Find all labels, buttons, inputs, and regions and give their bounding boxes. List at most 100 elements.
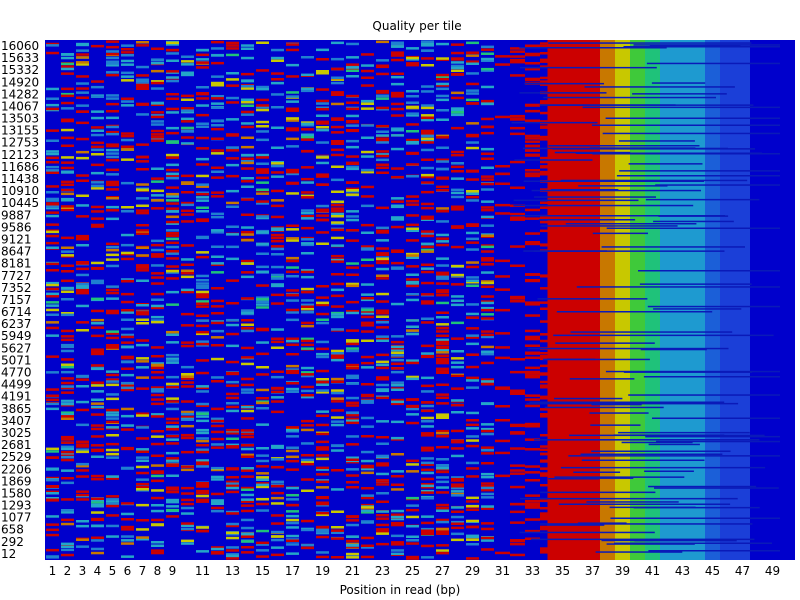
heatmap-cell <box>256 555 269 558</box>
heatmap-cell <box>181 209 194 213</box>
heatmap-cell <box>181 365 194 369</box>
heatmap-cell <box>91 390 104 393</box>
heatmap-cell <box>256 465 269 468</box>
heatmap-cell <box>211 443 224 446</box>
heatmap-cell <box>301 442 314 445</box>
heatmap-cell <box>136 143 149 146</box>
heatmap-cell <box>256 215 269 218</box>
heatmap-cell <box>376 326 389 329</box>
heatmap-cell <box>61 345 74 349</box>
heatmap-cell <box>106 94 119 97</box>
heatmap-cell <box>436 84 449 87</box>
heatmap-cell <box>361 546 374 549</box>
heatmap-cell <box>316 378 329 381</box>
heatmap-cell <box>510 50 525 53</box>
heatmap-cell <box>271 496 284 500</box>
heatmap-cell <box>331 423 344 427</box>
heatmap-cell <box>241 447 254 451</box>
heatmap-cell <box>376 130 389 133</box>
heatmap-cell <box>421 293 434 296</box>
heatmap-cell <box>391 483 404 486</box>
heatmap-cell <box>106 380 119 383</box>
heatmap-cell <box>286 308 299 312</box>
heatmap-cell <box>166 172 179 176</box>
heatmap-cell <box>391 515 404 519</box>
heatmap-cell <box>331 91 344 94</box>
heatmap-cell <box>451 126 464 130</box>
heatmap-cell <box>241 122 254 125</box>
heatmap-cell <box>166 52 179 55</box>
heatmap-cell <box>436 240 449 243</box>
heatmap-cell <box>76 261 89 264</box>
heatmap-cell <box>166 407 179 411</box>
heatmap-cell <box>525 465 540 468</box>
heatmap-cell <box>286 514 299 518</box>
heatmap-cell <box>346 229 359 232</box>
heatmap-cell <box>166 175 179 178</box>
heatmap-cell <box>301 454 314 457</box>
heatmap-cell <box>61 377 74 380</box>
heatmap-cell <box>241 79 254 83</box>
heatmap-cell <box>406 130 419 133</box>
heatmap-cell <box>421 90 434 93</box>
heatmap-cell <box>510 553 525 557</box>
heatmap-cell <box>106 155 119 159</box>
heatmap-cell <box>151 523 164 526</box>
heatmap-cell <box>271 375 284 379</box>
heatmap-cell <box>61 365 74 369</box>
heatmap-cell <box>466 141 479 144</box>
heatmap-streak <box>621 441 693 444</box>
heatmap-cell <box>376 360 389 364</box>
y-tick-label: 12 <box>1 547 16 561</box>
heatmap-cell <box>466 192 479 195</box>
heatmap-cell <box>271 164 284 168</box>
heatmap-cell <box>196 439 209 443</box>
heatmap-cell <box>421 215 434 219</box>
heatmap-streak <box>589 412 649 414</box>
y-tick-label: 11686 <box>1 160 39 174</box>
heatmap-cell <box>376 321 389 324</box>
heatmap-cell <box>286 127 299 130</box>
heatmap-cell <box>196 390 209 393</box>
heatmap-cell <box>196 324 209 328</box>
heatmap-cell <box>241 362 254 366</box>
heatmap-cell <box>406 284 419 288</box>
y-tick-label: 1869 <box>1 474 32 488</box>
heatmap-cell <box>406 407 419 411</box>
heatmap-cell <box>226 432 239 435</box>
heatmap-cell <box>76 289 89 292</box>
heatmap-cell <box>211 509 224 513</box>
heatmap-cell <box>331 531 344 534</box>
heatmap-cell <box>421 129 434 133</box>
heatmap-cell <box>226 536 239 540</box>
heatmap-cell <box>301 394 314 397</box>
heatmap-cell <box>211 95 224 98</box>
heatmap-cell <box>361 425 374 428</box>
heatmap-cell <box>61 67 74 71</box>
heatmap-cell <box>271 444 284 448</box>
heatmap-cell <box>256 306 269 309</box>
heatmap-cell <box>301 270 314 274</box>
heatmap-cell <box>106 152 119 155</box>
heatmap-cell <box>391 42 404 46</box>
heatmap-cell <box>226 445 239 448</box>
heatmap-cell <box>136 74 149 77</box>
heatmap-cell <box>241 145 254 149</box>
heatmap-cell <box>436 506 449 510</box>
y-tick-label: 5071 <box>1 353 32 367</box>
heatmap-cell <box>316 161 329 165</box>
heatmap-cell <box>241 453 254 457</box>
heatmap-cell <box>151 315 164 319</box>
heatmap-cell <box>346 411 359 414</box>
heatmap-cell <box>331 400 344 403</box>
heatmap-cell <box>495 288 510 291</box>
heatmap-streak <box>648 550 780 552</box>
heatmap-cell <box>346 468 359 471</box>
heatmap-band-teal <box>645 40 660 560</box>
heatmap-cell <box>46 156 59 160</box>
heatmap-cell <box>241 518 254 522</box>
heatmap-cell <box>361 258 374 261</box>
heatmap-cell <box>436 257 449 260</box>
heatmap-cell <box>481 482 494 485</box>
heatmap-cell <box>286 239 299 242</box>
